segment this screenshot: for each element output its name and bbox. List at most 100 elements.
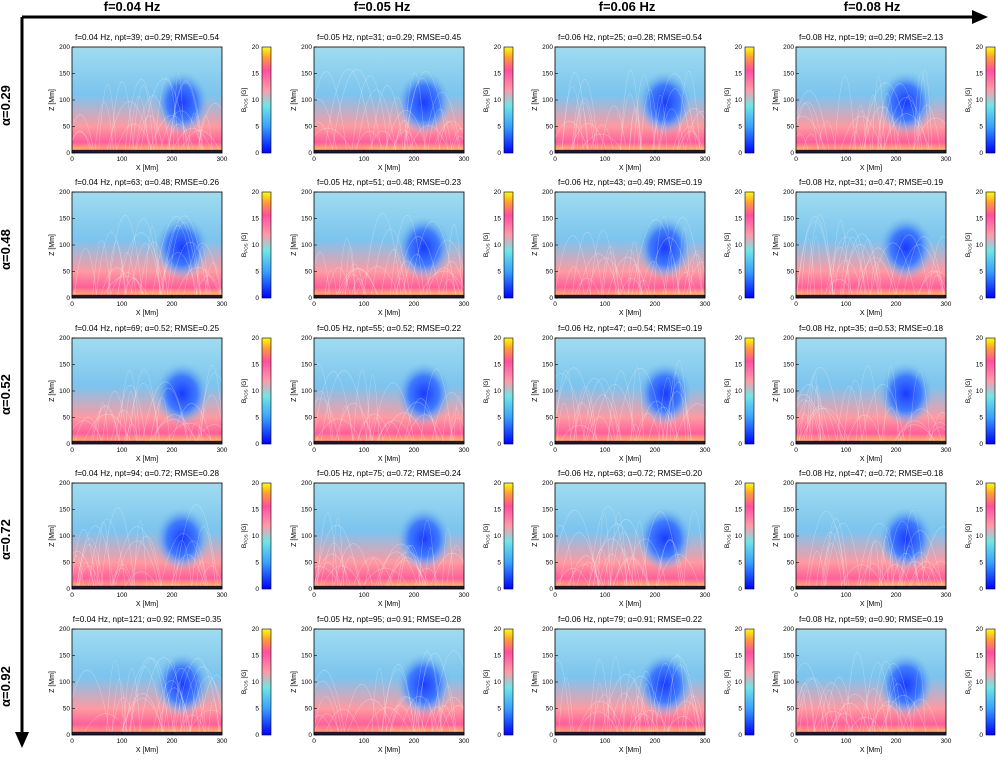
colorbar-tick-label: 20 [494,626,502,633]
field-map [72,338,222,444]
x-tick-label: 100 [600,156,611,163]
photosphere-strip [314,585,464,589]
x-tick-label: 200 [650,738,661,745]
y-axis-label: Z [Mm] [773,89,780,111]
y-axis-label: Z [Mm] [532,525,539,547]
colorbar-tick-label: 0 [979,150,983,157]
colorbar-label: BPOS [G] [965,524,973,549]
y-tick-label: 100 [783,533,794,540]
y-tick-label: 50 [546,124,554,131]
x-axis-label: X [Mm] [136,310,158,317]
colorbar-tick-label: 10 [494,242,502,249]
panel-r3-c4: f=0.08 Hz, npt=35; α=0.53; RMSE=0.18 0 100… [756,324,996,469]
colorbar-tick-label: 10 [494,388,502,395]
row-header-a029: α=0.29 [0,85,13,126]
panel-plot: 0 100 200 300 0 50 100 150 200 X [Mm] Z [Mm] 0 5 10 15… [291,44,514,172]
colorbar-tick-label: 20 [735,626,743,633]
x-tick-label: 0 [553,301,557,308]
y-tick-label: 150 [301,362,312,369]
y-tick-label: 50 [305,706,313,713]
x-axis-label: X [Mm] [619,310,641,317]
colorbar-tick-label: 5 [738,560,742,567]
x-tick-label: 100 [359,447,370,454]
alpha-arrowhead [15,732,29,748]
colorbar-tick-label: 20 [976,335,984,342]
y-tick-label: 200 [301,189,312,196]
x-tick-label: 300 [941,301,952,308]
active-region-arcade [796,691,892,735]
x-tick-label: 300 [217,592,228,599]
panel-r4-c1: f=0.04 Hz, npt=94; α=0.72; RMSE=0.28 0 100… [32,469,274,614]
y-tick-label: 150 [59,507,70,514]
colorbar-tick-label: 20 [735,480,743,487]
active-region-arcade [72,690,168,735]
x-tick-label: 200 [891,156,902,163]
x-tick-label: 100 [117,738,128,745]
colorbar-tick-label: 0 [738,150,742,157]
colorbar-label: BPOS [G] [724,670,732,695]
y-axis-label: Z [Mm] [773,671,780,693]
y-axis-label: Z [Mm] [532,234,539,256]
y-tick-label: 200 [301,335,312,342]
panel-plot: 0 100 200 300 0 50 100 150 200 X [Mm] Z [Mm] 0 5 10 15… [291,189,514,317]
y-tick-label: 50 [305,560,313,567]
x-tick-label: 300 [700,738,711,745]
colorbar-tick-label: 10 [252,242,260,249]
x-axis-label: X [Mm] [136,165,158,172]
x-tick-label: 200 [167,592,178,599]
x-tick-label: 100 [359,301,370,308]
photosphere-strip [555,731,705,735]
colorbar [261,191,272,299]
panel-title: f=0.08 Hz, npt=19; α=0.29; RMSE=2.13 [798,33,943,42]
colorbar-tick-label: 0 [979,732,983,739]
panel-r2-c1: f=0.04 Hz, npt=63; α=0.48; RMSE=0.26 0 100… [32,178,274,323]
colorbar-tick-label: 20 [976,480,984,487]
panel-r5-c2: f=0.05 Hz, npt=95; α=0.91; RMSE=0.28 0 100… [274,615,516,760]
colorbar-tick-label: 20 [494,335,502,342]
active-region-arcade [555,551,645,589]
colorbar-tick-label: 15 [494,653,502,660]
y-tick-label: 100 [301,242,312,249]
colorbar-tick-label: 15 [494,71,502,78]
y-tick-label: 150 [783,216,794,223]
panel-plot: 0 100 200 300 0 50 100 150 200 X [Mm] Z [Mm] 0 5 10 15… [49,335,272,463]
x-axis-label: X [Mm] [378,165,400,172]
x-tick-label: 0 [794,156,798,163]
colorbar-label: BPOS [G] [724,88,732,113]
colorbar-tick-label: 0 [979,295,983,302]
x-tick-label: 100 [841,301,852,308]
colorbar-tick-label: 5 [979,269,983,276]
y-tick-label: 150 [542,362,553,369]
colorbar-tick-label: 10 [494,679,502,686]
y-tick-label: 200 [542,335,553,342]
panel-title: f=0.06 Hz, npt=43; α=0.49; RMSE=0.19 [557,178,702,187]
x-tick-label: 300 [700,301,711,308]
panel-r3-c2: f=0.05 Hz, npt=55; α=0.52; RMSE=0.22 0 100… [274,324,516,469]
low-field-region [154,70,210,135]
colorbar-tick-label: 0 [255,586,259,593]
field-map [72,629,222,735]
x-tick-label: 300 [700,447,711,454]
y-tick-label: 150 [301,507,312,514]
colorbar-tick-label: 10 [735,97,743,104]
colorbar-label: BPOS [G] [483,233,491,258]
x-tick-label: 0 [794,592,798,599]
x-tick-label: 0 [312,592,316,599]
panel-r1-c1: f=0.04 Hz, npt=39; α=0.29; RMSE=0.54 0 100… [32,33,274,178]
field-line-texture [805,510,946,589]
photosphere-strip [555,440,705,444]
x-tick-label: 300 [217,156,228,163]
field-map [314,629,464,735]
active-region-arcade [72,551,162,589]
y-tick-label: 0 [66,150,70,157]
x-tick-label: 0 [70,592,74,599]
colorbar-label: BPOS [G] [241,379,249,404]
y-tick-label: 200 [301,626,312,633]
colorbar-tick-label: 15 [735,653,743,660]
x-axis-label: X [Mm] [860,310,882,317]
y-tick-label: 200 [59,480,70,487]
y-tick-label: 200 [59,44,70,51]
photosphere-strip [72,294,222,298]
x-tick-label: 0 [794,447,798,454]
colorbar-label: BPOS [G] [965,670,973,695]
